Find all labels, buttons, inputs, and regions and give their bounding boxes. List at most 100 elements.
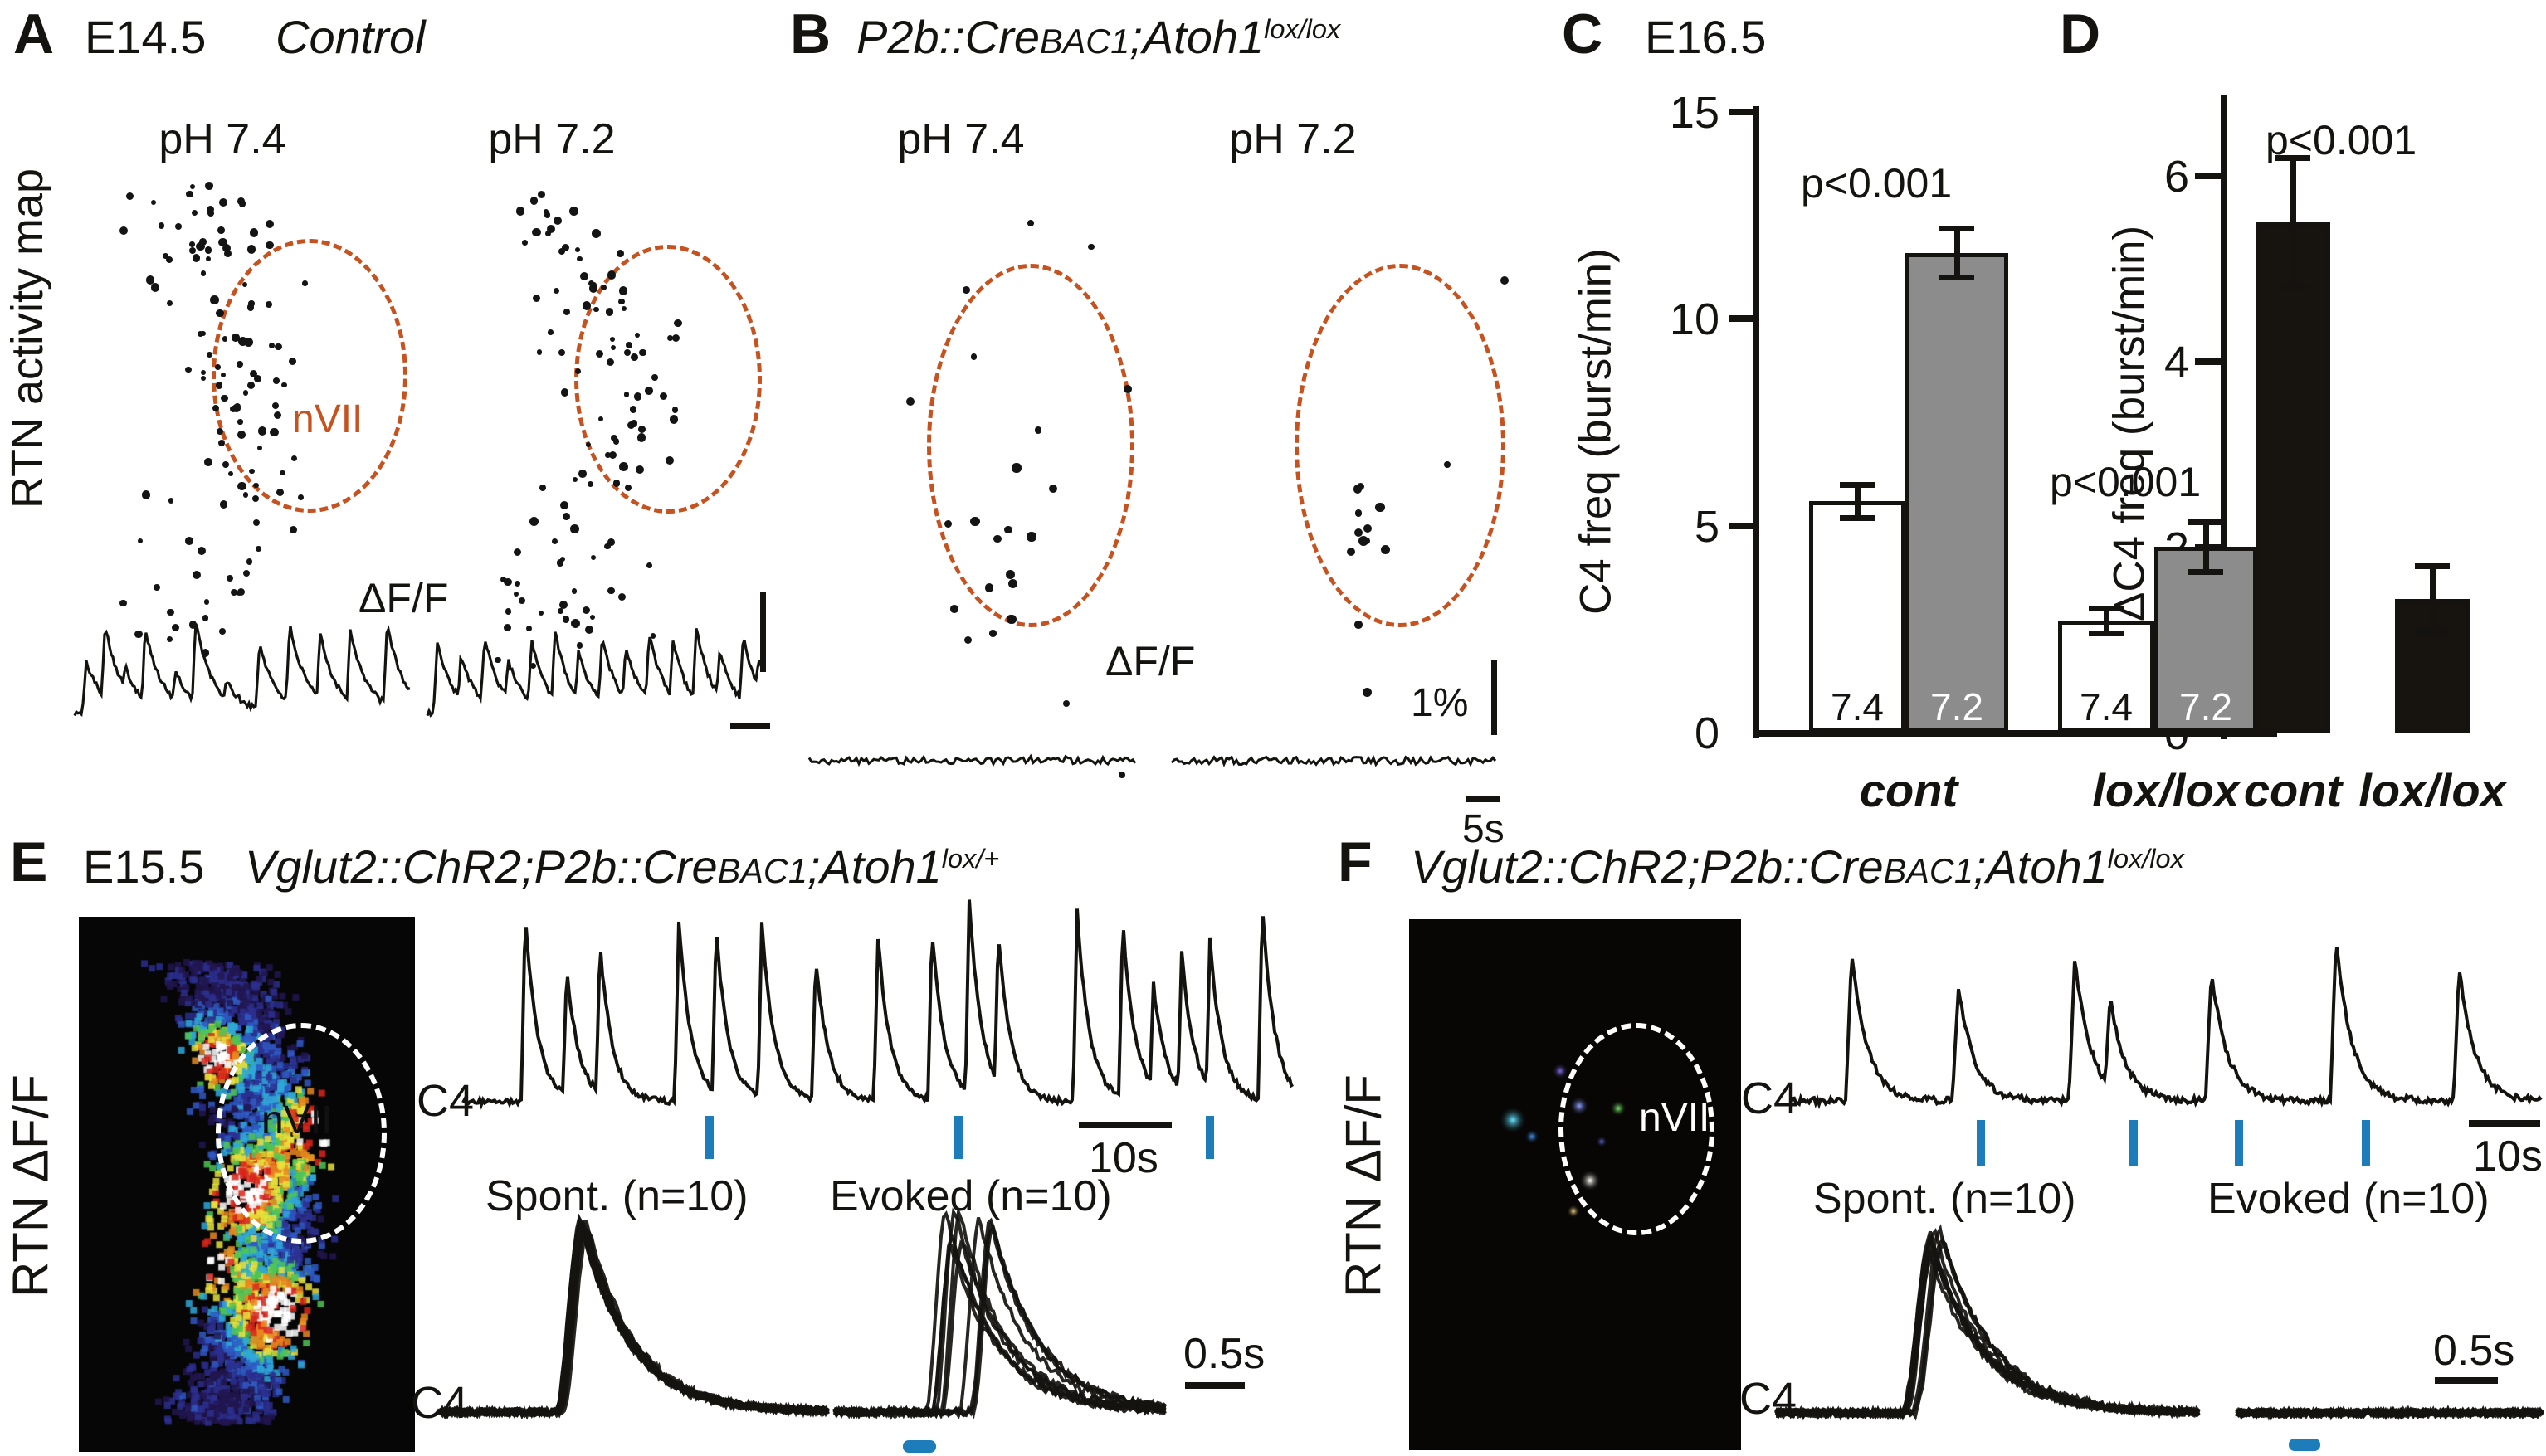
neuron-dot xyxy=(253,482,259,489)
neuron-dot xyxy=(605,308,613,316)
evoked-overlay-traces xyxy=(832,1205,1167,1420)
neuron-dot xyxy=(119,599,127,607)
trace-path xyxy=(832,1207,1167,1419)
y-tick xyxy=(1729,315,1753,323)
neuron-dot xyxy=(227,470,233,477)
neuron-dot xyxy=(609,450,617,460)
calcium-trace-ph72 xyxy=(426,627,764,718)
neuron-dot xyxy=(539,484,546,491)
neuron-dot xyxy=(582,301,591,310)
spont-overlay-traces xyxy=(1774,1224,2201,1421)
neuron-dot xyxy=(558,247,566,255)
neuron-dot xyxy=(1027,532,1036,542)
neuron-dot xyxy=(571,588,578,594)
neuron-dot xyxy=(544,230,551,236)
neuron-dot xyxy=(674,319,682,328)
neuron-dot xyxy=(203,599,210,606)
neuron-dot xyxy=(588,284,598,293)
neuron-dot xyxy=(598,416,604,422)
neuron-dot xyxy=(226,574,233,582)
neuron-dot xyxy=(174,222,182,231)
bar-ph-label: 7.4 xyxy=(2080,685,2133,728)
bar-cont-pH 7.2 xyxy=(1905,252,2008,733)
neuron-dot xyxy=(617,592,626,601)
neuron-dot xyxy=(529,517,539,527)
neuron-dot xyxy=(167,608,174,616)
neuron-dot xyxy=(532,227,541,237)
panel-c-y-axis-label: C4 freq (burst/min) xyxy=(1571,248,1621,615)
neuron-dot xyxy=(505,608,512,615)
neuron-dot xyxy=(518,597,525,605)
neuron-dot xyxy=(570,619,580,628)
neuron-dot xyxy=(198,547,207,556)
neuron-dot xyxy=(629,406,636,413)
neuron-dot xyxy=(1363,523,1373,533)
panel-f-genotype: Vglut2::ChR2;P2b::CreBAC1;Atoh1lox/lox xyxy=(1411,840,2184,893)
trace-path xyxy=(461,899,1295,1110)
nvii-ellipse xyxy=(216,1023,387,1244)
error-bar xyxy=(2203,521,2209,572)
neuron-dot xyxy=(200,270,207,276)
neuron-dot xyxy=(201,649,210,657)
neuron-dot xyxy=(247,304,255,311)
neuron-dot xyxy=(634,392,642,401)
panel-b-letter: B xyxy=(790,2,832,66)
neuron-dot xyxy=(290,525,298,533)
bar-ph-label: 7.4 xyxy=(1831,685,1884,728)
error-cap xyxy=(2188,568,2223,575)
neuron-dot xyxy=(252,495,260,503)
panel-d-letter: D xyxy=(2060,2,2101,66)
y-tick-label: 0 xyxy=(1694,709,1719,758)
neuron-dot xyxy=(962,286,970,295)
neuron-dot xyxy=(199,238,207,246)
neuron-dot xyxy=(665,455,674,465)
stimulus-tick xyxy=(2362,1120,2371,1166)
calcium-trace-ph74 xyxy=(73,623,411,717)
neuron-dot xyxy=(587,480,594,488)
trace-path xyxy=(438,1213,830,1419)
neuron-dot xyxy=(993,534,1002,543)
y-tick-label: 10 xyxy=(1669,295,1719,345)
neuron-dot xyxy=(513,592,519,597)
panel-c-letter: C xyxy=(1562,2,1603,66)
panel-a-dff-label: ΔF/F xyxy=(358,575,449,621)
neuron-dot xyxy=(215,364,221,371)
neuron-dot xyxy=(150,199,156,205)
neuron-dot xyxy=(1355,509,1363,517)
panel-b-genotype: P2b::CreBAC1;Atoh1lox/lox xyxy=(856,11,1341,63)
panel-a-genotype: Control xyxy=(276,11,426,63)
neuron-dot xyxy=(529,197,538,205)
trace-path xyxy=(1774,1245,2200,1421)
neuron-dot xyxy=(1354,528,1363,538)
trace-path xyxy=(73,623,411,717)
nvii-ellipse xyxy=(1558,1023,1714,1235)
neuron-dot xyxy=(537,190,545,198)
y-tick xyxy=(2195,173,2222,179)
stimulus-tick xyxy=(705,1116,714,1159)
neuron-dot xyxy=(1007,579,1018,589)
neuron-dot xyxy=(606,358,614,367)
neuron-dot xyxy=(218,628,226,635)
neuron-dot xyxy=(944,519,953,528)
neuron-dot xyxy=(238,337,248,347)
neuron-dot xyxy=(201,376,207,382)
spont-label: Spont. (n=10) xyxy=(1813,1175,2076,1223)
panel-b-ph72-label: pH 7.2 xyxy=(1229,115,1357,163)
neuron-dot xyxy=(543,208,549,215)
neuron-dot xyxy=(219,500,228,509)
nvii-ellipse xyxy=(212,239,407,513)
neuron-dot xyxy=(188,621,198,629)
ten-second-label: 10s xyxy=(1089,1134,1158,1182)
neuron-dot xyxy=(579,272,588,281)
trace-path xyxy=(807,753,1137,767)
neuron-dot xyxy=(199,330,206,337)
neuron-dot xyxy=(1347,547,1356,556)
neuron-dot xyxy=(191,210,198,217)
error-cap xyxy=(2275,285,2310,291)
neuron-dot xyxy=(210,295,219,304)
neuron-dot xyxy=(563,308,571,316)
stimulus-tick xyxy=(954,1116,963,1159)
nvii-ellipse xyxy=(927,264,1134,627)
panel-f-letter: F xyxy=(1338,830,1373,894)
neuron-dot xyxy=(504,577,512,587)
